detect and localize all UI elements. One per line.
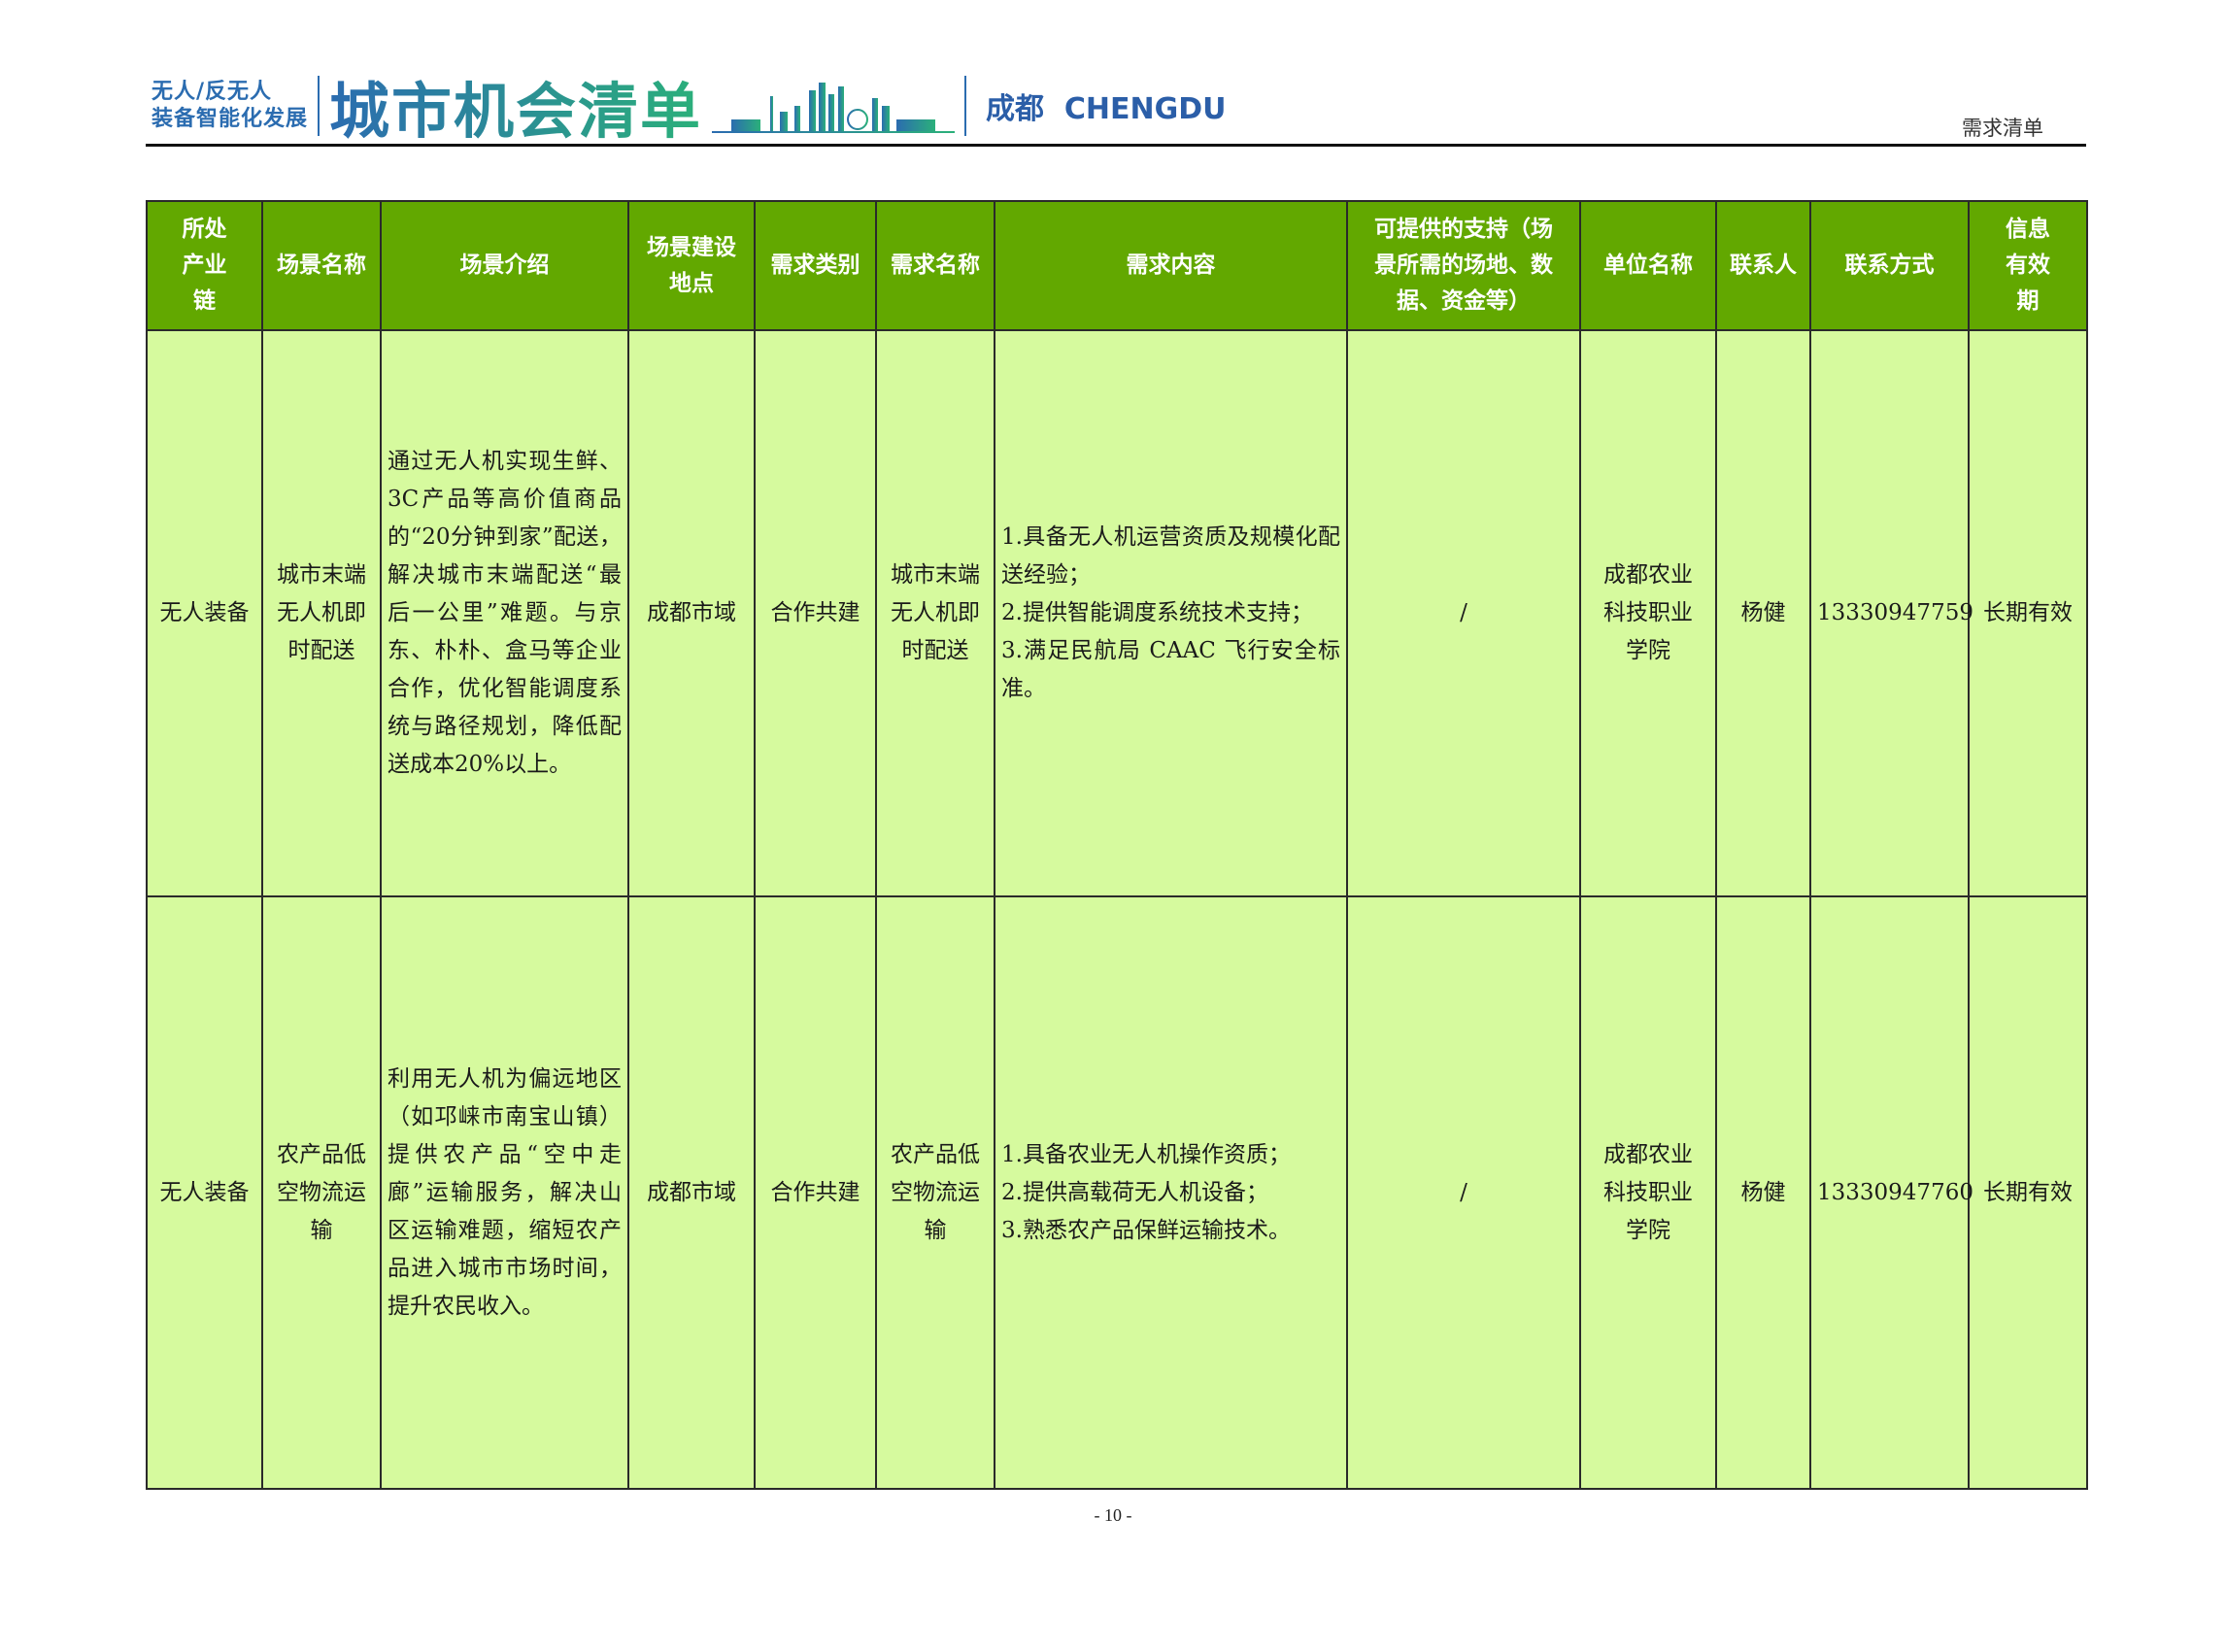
cell-category: 合作共建: [754, 329, 877, 897]
cell-intro: 利用无人机为偏远地区（如邛崃市南宝山镇）提供农产品“空中走廊”运输服务，解决山区…: [380, 895, 629, 1490]
cell-org: 成都农业科技职业学院: [1579, 329, 1717, 897]
cell-intro: 通过无人机实现生鲜、3C产品等高价值商品的“20分钟到家”配送，解决城市末端配送…: [380, 329, 629, 897]
cell-category: 合作共建: [754, 895, 877, 1490]
cell-industry: 无人装备: [146, 329, 263, 897]
demand-table: 所处产业链 场景名称 场景介绍 场景建设地点 需求类别 需求名称 需求内容 可提…: [146, 200, 2088, 1490]
col-header-industry: 所处产业链: [146, 200, 263, 331]
cell-location: 成都市域: [627, 895, 756, 1490]
cell-scene-name: 城市末端无人机即时配送: [261, 329, 382, 897]
cell-support: /: [1346, 329, 1581, 897]
logo-subtitle: 无人/反无人 装备智能化发展: [152, 80, 309, 131]
page-number: - 10 -: [1094, 1505, 1132, 1525]
logo-title: 城市机会清单: [329, 62, 702, 150]
cell-industry: 无人装备: [146, 895, 263, 1490]
table-header-row: 所处产业链 场景名称 场景介绍 场景建设地点 需求类别 需求名称 需求内容 可提…: [146, 200, 2088, 331]
cell-content: 1.具备农业无人机操作资质； 2.提供高载荷无人机设备； 3.熟悉农产品保鲜运输…: [994, 895, 1348, 1490]
cell-phone: 13330947759: [1809, 329, 1973, 897]
col-header-contact: 联系人: [1715, 200, 1811, 331]
divider: [964, 76, 967, 136]
cell-org: 成都农业科技职业学院: [1579, 895, 1717, 1490]
col-header-scene-name: 场景名称: [261, 200, 382, 331]
cell-contact: 杨健: [1715, 329, 1811, 897]
col-header-support: 可提供的支持（场景所需的场地、数据、资金等）: [1346, 200, 1581, 331]
cell-phone: 13330947760: [1809, 895, 1973, 1490]
skyline-icon: [712, 83, 956, 133]
col-header-phone: 联系方式: [1809, 200, 1970, 331]
col-header-category: 需求类别: [754, 200, 877, 331]
header-rule: [146, 144, 2086, 147]
cell-validity: 长期有效: [1968, 329, 2088, 897]
cell-need-name: 农产品低空物流运输: [875, 895, 995, 1490]
col-header-need-name: 需求名称: [875, 200, 995, 331]
cell-validity: 长期有效: [1968, 895, 2088, 1490]
document-label: 需求清单: [1962, 117, 2043, 140]
city-label: 成都 CHENGDU: [986, 92, 1227, 126]
cell-location: 成都市域: [627, 329, 756, 897]
col-header-validity: 信息有效期: [1968, 200, 2088, 331]
table-row: 无人装备 城市末端无人机即时配送 通过无人机实现生鲜、3C产品等高价值商品的“2…: [146, 329, 2088, 897]
cell-need-name: 城市末端无人机即时配送: [875, 329, 995, 897]
col-header-location: 场景建设地点: [627, 200, 756, 331]
cell-contact: 杨健: [1715, 895, 1811, 1490]
cell-content: 1.具备无人机运营资质及规模化配送经验； 2.提供智能调度系统技术支持； 3.满…: [994, 329, 1348, 897]
table-row: 无人装备 农产品低空物流运输 利用无人机为偏远地区（如邛崃市南宝山镇）提供农产品…: [146, 895, 2088, 1490]
cell-scene-name: 农产品低空物流运输: [261, 895, 382, 1490]
cell-support: /: [1346, 895, 1581, 1490]
col-header-intro: 场景介绍: [380, 200, 629, 331]
col-header-content: 需求内容: [994, 200, 1348, 331]
page-header-logo: 无人/反无人 装备智能化发展 城市机会清单 成都 CHENGDU: [152, 72, 1227, 147]
col-header-org: 单位名称: [1579, 200, 1717, 331]
divider: [318, 76, 320, 136]
